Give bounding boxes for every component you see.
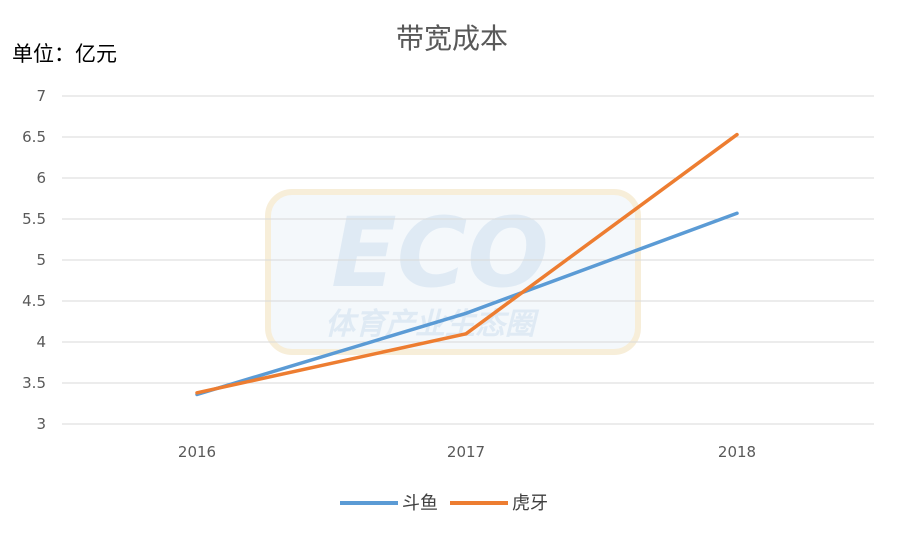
y-tick-label: 3.5	[22, 374, 46, 392]
watermark-logo-text: ECO	[331, 197, 549, 309]
legend-label: 虎牙	[512, 493, 548, 514]
y-axis-ticks: 3 3.5 4 4.5 5 5.5 6 6.5 7	[22, 87, 46, 433]
y-tick-label: 3	[36, 415, 46, 433]
gridlines	[62, 95, 874, 425]
legend-label: 斗鱼	[402, 493, 438, 514]
y-tick-label: 4	[36, 333, 46, 351]
chart-title: 带宽成本	[396, 22, 508, 55]
x-tick-label: 2018	[718, 443, 756, 461]
legend: 斗鱼 虎牙	[340, 493, 548, 514]
x-tick-label: 2016	[178, 443, 216, 461]
series-lines	[195, 132, 739, 397]
watermark-logo: ECO 体育产业生态圈	[265, 189, 641, 355]
y-tick-label: 5	[36, 251, 46, 269]
y-tick-label: 6	[36, 169, 46, 187]
y-tick-label: 7	[36, 87, 46, 105]
y-tick-label: 5.5	[22, 210, 46, 228]
y-tick-label: 4.5	[22, 292, 46, 310]
x-axis-ticks: 2016 2017 2018	[178, 443, 756, 461]
x-tick-label: 2017	[447, 443, 485, 461]
unit-label: 单位：亿元	[12, 42, 117, 66]
y-tick-label: 6.5	[22, 128, 46, 146]
